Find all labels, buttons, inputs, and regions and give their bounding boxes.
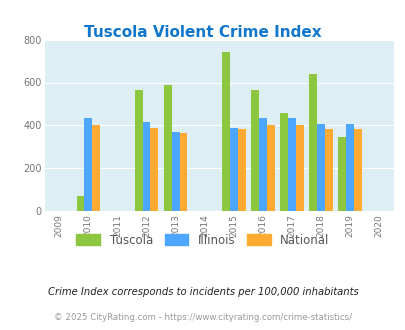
Text: © 2025 CityRating.com - https://www.cityrating.com/crime-statistics/: © 2025 CityRating.com - https://www.city…	[54, 313, 351, 322]
Bar	[324, 129, 332, 211]
Bar	[279, 113, 287, 211]
Bar	[92, 125, 100, 211]
Bar	[295, 125, 303, 211]
Bar	[287, 118, 295, 211]
Bar	[237, 129, 245, 211]
Bar	[266, 125, 274, 211]
Bar	[337, 137, 345, 211]
Legend: Tuscola, Illinois, National: Tuscola, Illinois, National	[72, 229, 333, 251]
Bar	[179, 133, 187, 211]
Bar	[134, 90, 142, 211]
Bar	[309, 74, 316, 211]
Bar	[76, 196, 84, 211]
Bar	[171, 132, 179, 211]
Bar	[258, 118, 266, 211]
Bar	[316, 124, 324, 211]
Bar	[222, 52, 229, 211]
Text: Crime Index corresponds to incidents per 100,000 inhabitants: Crime Index corresponds to incidents per…	[47, 287, 358, 297]
Bar	[353, 129, 361, 211]
Bar	[229, 128, 237, 211]
Bar	[250, 90, 258, 211]
Bar	[150, 128, 158, 211]
Bar	[345, 124, 353, 211]
Bar	[84, 118, 92, 211]
Bar	[163, 85, 171, 211]
Text: Tuscola Violent Crime Index: Tuscola Violent Crime Index	[84, 25, 321, 40]
Bar	[142, 122, 150, 211]
